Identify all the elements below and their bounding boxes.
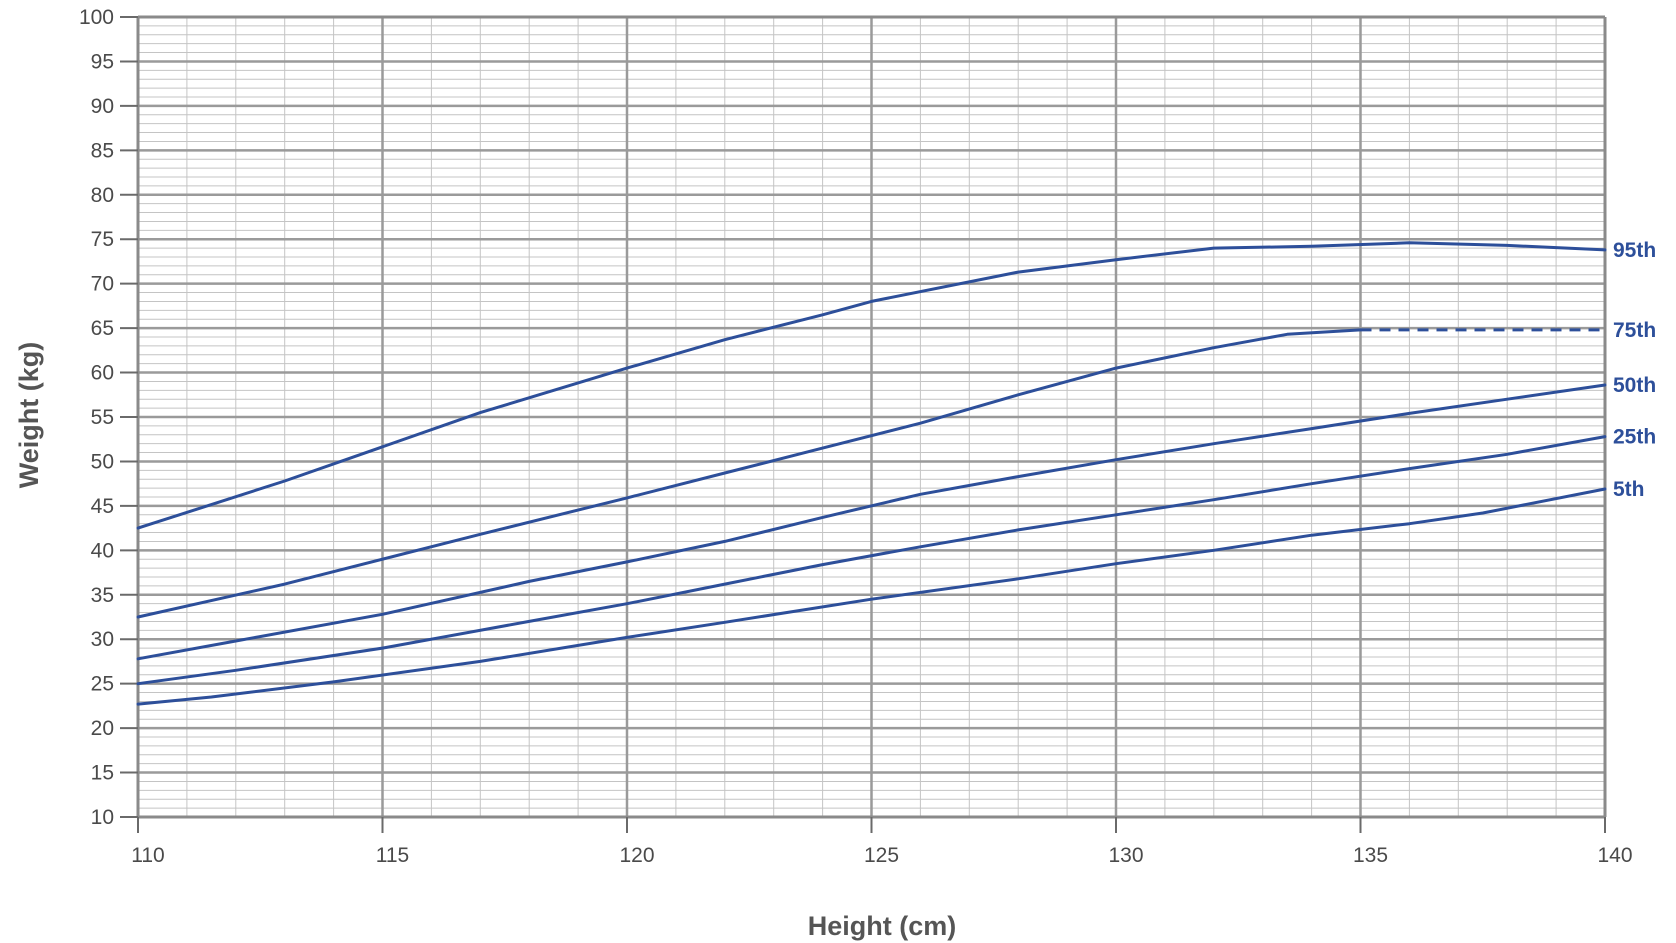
y-tick-label: 65 — [91, 317, 114, 340]
y-tick-label: 40 — [91, 539, 114, 562]
y-axis-title: Weight (kg) — [14, 342, 44, 488]
y-tick-label: 85 — [91, 139, 114, 162]
percentile-lines — [136, 241, 1607, 706]
y-tick-label: 100 — [79, 6, 114, 29]
x-tick-label: 120 — [619, 844, 654, 867]
x-tick-label: 115 — [376, 844, 409, 867]
x-axis-ticks: 110 115 120 125 130 135 140 — [131, 817, 1633, 867]
y-tick-label: 25 — [91, 673, 114, 696]
x-axis-title: Height (cm) — [808, 911, 957, 941]
series-line-50th — [136, 383, 1607, 661]
series-label-75th: 75th — [1613, 319, 1656, 342]
x-tick-label: 125 — [864, 844, 899, 867]
series-line-25th — [136, 435, 1607, 686]
series-label-25th: 25th — [1613, 426, 1656, 449]
series-label-5th: 5th — [1613, 478, 1645, 501]
y-tick-label: 60 — [91, 362, 114, 385]
y-tick-label: 30 — [91, 628, 114, 651]
y-tick-label: 75 — [91, 228, 114, 251]
y-tick-label: 50 — [91, 450, 114, 473]
x-tick-label: 135 — [1353, 844, 1388, 867]
y-tick-label: 20 — [91, 717, 114, 740]
series-line-5th — [136, 487, 1607, 706]
y-tick-label: 80 — [91, 184, 114, 207]
y-tick-label: 10 — [91, 806, 114, 829]
y-tick-label: 55 — [91, 406, 114, 429]
y-tick-label: 95 — [91, 50, 114, 73]
y-tick-label: 70 — [91, 273, 114, 296]
x-tick-label: 140 — [1597, 844, 1632, 867]
y-tick-label: 35 — [91, 584, 114, 607]
x-tick-label: 110 — [131, 844, 164, 867]
percentile-labels: 95th 75th 50th 25th 5th — [1613, 239, 1656, 501]
y-tick-label: 15 — [91, 762, 114, 785]
y-tick-label: 45 — [91, 495, 114, 518]
y-axis-ticks: 10 15 20 25 30 35 40 45 50 55 60 65 70 75 80 85 90 95 100 — [79, 6, 138, 829]
y-tick-label: 90 — [91, 95, 114, 118]
series-line-75th — [136, 328, 1362, 619]
series-label-95th: 95th — [1613, 239, 1656, 262]
x-tick-label: 130 — [1108, 844, 1143, 867]
series-line-95th — [136, 241, 1607, 530]
series-label-50th: 50th — [1613, 374, 1656, 397]
